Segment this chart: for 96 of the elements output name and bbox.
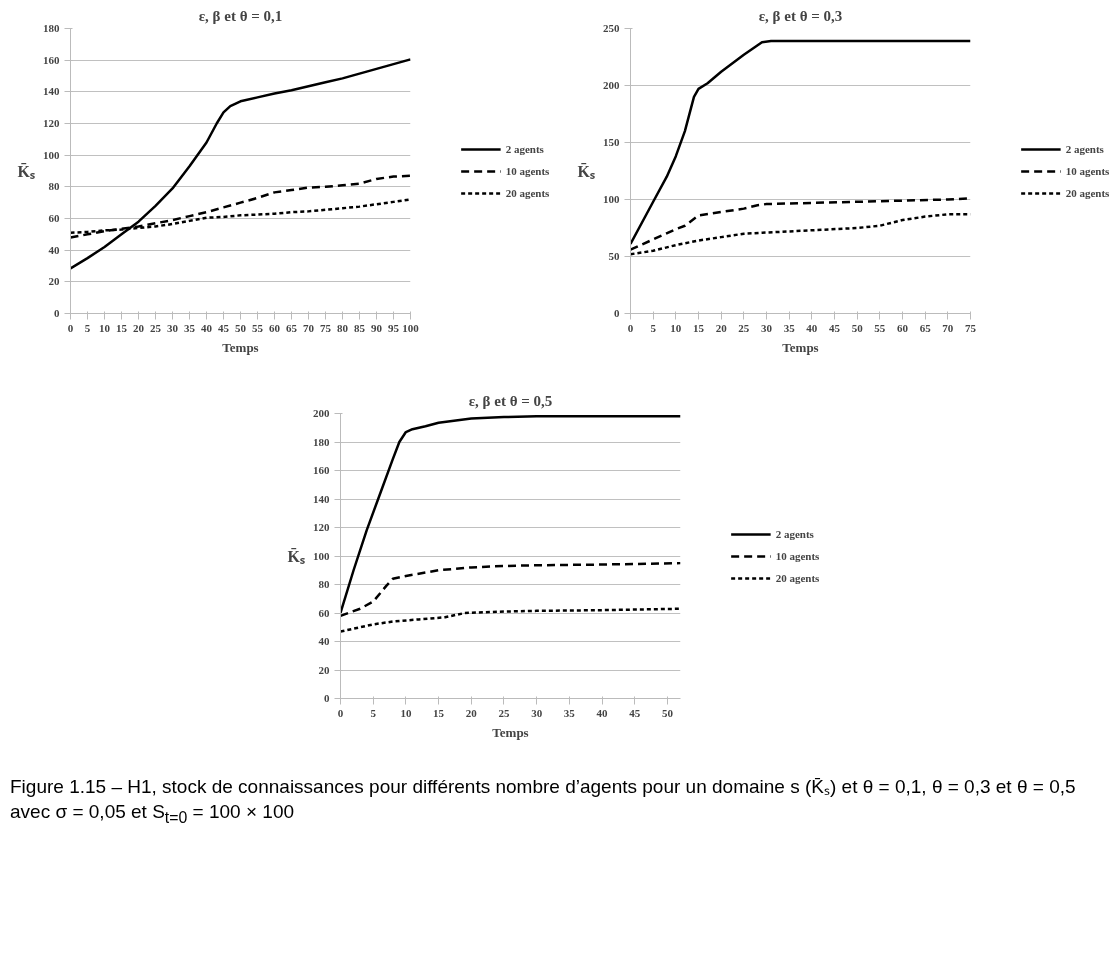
x-tick-label: 20 xyxy=(133,321,145,334)
legend-label: 2 agents xyxy=(1065,142,1104,155)
line-series xyxy=(70,58,411,270)
x-tick-label: 100 xyxy=(402,321,420,334)
x-tick-label: 5 xyxy=(650,321,657,334)
legend-label: 20 agents xyxy=(775,571,820,584)
y-axis-title: K̄ₛ xyxy=(577,162,596,180)
x-tick-label: 95 xyxy=(388,321,400,334)
y-tick-label: 100 xyxy=(603,193,620,205)
legend-label: 10 agents xyxy=(775,549,820,562)
x-tick-label: 35 xyxy=(184,321,196,334)
y-tick-label: 140 xyxy=(43,85,60,98)
x-tick-label: 75 xyxy=(965,321,977,334)
x-tick-label: 35 xyxy=(563,706,576,719)
chart-title: ε, β et θ = 0,1 xyxy=(198,7,283,24)
x-tick-label: 90 xyxy=(371,321,383,334)
x-tick-label: 65 xyxy=(919,321,932,334)
y-tick-label: 200 xyxy=(603,79,620,91)
x-tick-label: 35 xyxy=(783,321,796,334)
x-tick-label: 85 xyxy=(354,321,366,334)
x-tick-label: 65 xyxy=(286,321,298,334)
x-tick-label: 30 xyxy=(761,321,773,334)
y-tick-label: 160 xyxy=(313,464,330,476)
x-tick-label: 75 xyxy=(320,321,332,334)
chart-title: ε, β et θ = 0,5 xyxy=(468,392,553,409)
y-tick-label: 60 xyxy=(48,212,60,224)
x-tick-label: 30 xyxy=(167,321,179,334)
x-tick-label: 45 xyxy=(629,706,641,719)
legend-label: 20 agents xyxy=(1065,186,1110,199)
x-tick-label: 20 xyxy=(715,321,728,334)
x-tick-label: 15 xyxy=(693,321,705,334)
y-tick-label: 20 xyxy=(318,663,330,676)
y-tick-label: 120 xyxy=(43,117,60,129)
y-tick-label: 120 xyxy=(313,521,330,533)
x-tick-label: 70 xyxy=(942,321,954,334)
x-tick-label: 5 xyxy=(84,321,91,334)
x-tick-label: 55 xyxy=(252,321,264,334)
y-tick-label: 180 xyxy=(313,435,330,448)
y-tick-label: 140 xyxy=(313,492,330,505)
y-tick-label: 100 xyxy=(43,148,60,161)
x-tick-label: 40 xyxy=(806,321,818,334)
x-tick-label: 50 xyxy=(661,706,674,719)
x-tick-label: 70 xyxy=(303,321,315,334)
x-tick-label: 10 xyxy=(670,321,682,334)
x-tick-label: 30 xyxy=(531,706,543,719)
y-tick-label: 0 xyxy=(54,307,60,319)
y-tick-label: 40 xyxy=(318,635,330,647)
y-tick-label: 40 xyxy=(48,243,60,256)
x-tick-label: 60 xyxy=(269,321,281,334)
x-tick-label: 25 xyxy=(150,321,162,334)
x-tick-label: 50 xyxy=(235,321,247,334)
y-tick-label: 180 xyxy=(43,22,60,34)
legend-label: 10 agents xyxy=(1065,164,1110,177)
x-tick-label: 45 xyxy=(218,321,230,334)
y-tick-label: 200 xyxy=(313,407,330,419)
y-axis-title: K̄ₛ xyxy=(17,162,36,180)
x-tick-label: 15 xyxy=(116,321,128,334)
chart-title: ε, β et θ = 0,3 xyxy=(758,7,843,24)
x-axis-title: Temps xyxy=(222,339,259,355)
y-tick-label: 0 xyxy=(324,692,330,704)
y-tick-label: 80 xyxy=(318,578,330,590)
x-tick-label: 5 xyxy=(370,706,377,719)
caption: Figure 1.15 – H1, stock de connaissances pour différents nombre d’agents pour un domaine s (K̄ₛ) et θ = 0,1, θ = 0,3 et θ = 0,5 avec σ = 0,05 et S$_{t=0}$ = 100 × 100 xyxy=(10,775,1077,828)
x-tick-label: 0 xyxy=(337,706,344,719)
y-tick-label: 20 xyxy=(48,275,60,288)
y-tick-label: 0 xyxy=(614,307,620,319)
x-tick-label: 40 xyxy=(201,321,213,334)
x-tick-label: 25 xyxy=(738,321,750,334)
x-tick-label: 25 xyxy=(498,706,510,719)
legend-label: 2 agents xyxy=(775,527,814,540)
legend-label: 10 agents xyxy=(505,164,550,177)
x-axis-title: Temps xyxy=(782,339,819,355)
x-axis-title: Temps xyxy=(492,724,529,740)
y-tick-label: 150 xyxy=(603,136,620,148)
line-series xyxy=(630,39,971,246)
y-tick-label: 160 xyxy=(43,53,60,66)
y-tick-label: 250 xyxy=(603,22,620,34)
x-tick-label: 80 xyxy=(337,321,349,334)
line-series xyxy=(340,607,681,633)
x-tick-label: 60 xyxy=(897,321,909,334)
x-tick-label: 15 xyxy=(433,706,445,719)
legend-label: 2 agents xyxy=(505,142,544,155)
y-tick-label: 50 xyxy=(608,250,620,262)
y-tick-label: 60 xyxy=(318,606,330,619)
x-tick-label: 0 xyxy=(627,321,634,334)
y-tick-label: 80 xyxy=(48,180,60,193)
x-tick-label: 50 xyxy=(851,321,864,334)
y-axis-title: K̄ₛ xyxy=(287,547,306,565)
x-tick-label: 0 xyxy=(67,321,74,334)
x-tick-label: 55 xyxy=(874,321,886,334)
y-tick-label: 100 xyxy=(313,549,330,562)
legend-label: 20 agents xyxy=(505,186,550,199)
x-tick-label: 45 xyxy=(829,321,841,334)
x-tick-label: 10 xyxy=(99,321,111,334)
x-tick-label: 10 xyxy=(400,706,412,719)
x-tick-label: 20 xyxy=(465,706,478,719)
